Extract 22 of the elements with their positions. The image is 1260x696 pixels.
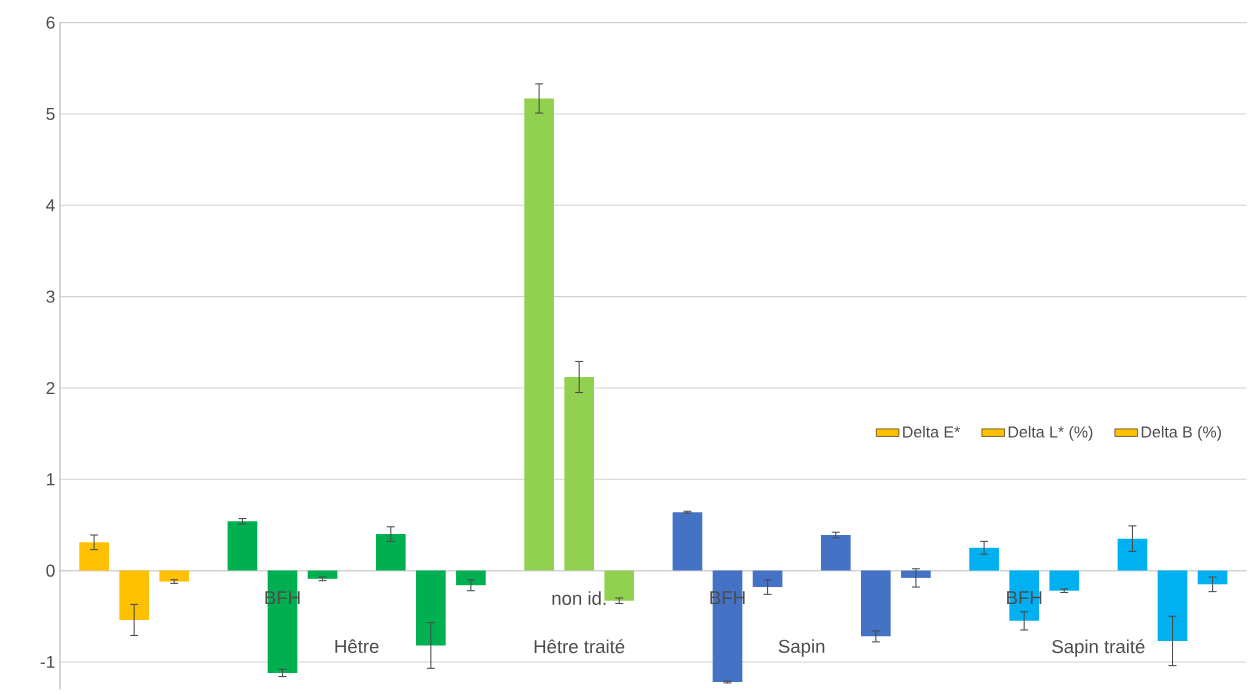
y-tick-label: -1	[40, 656, 55, 668]
bar	[524, 98, 554, 571]
y-tick-label: 4	[46, 199, 55, 212]
annotation: Sapin	[778, 639, 825, 657]
y-tick-label: 3	[46, 290, 55, 303]
legend-label: Delta L* (%)	[1008, 425, 1093, 441]
bar	[119, 570, 149, 620]
legend-label: Delta E*	[903, 425, 961, 438]
x-tick-label: non id.	[552, 591, 606, 605]
annotation: Hêtre traité	[534, 639, 625, 654]
annotation: Sapin traité	[1052, 639, 1145, 657]
bar	[79, 542, 109, 571]
y-tick-label: 1	[47, 473, 55, 486]
y-tick-label: 0	[46, 564, 55, 577]
legend-label: Delta B (%)	[1141, 425, 1221, 441]
bar	[159, 570, 190, 582]
annotation: Hêtre	[335, 639, 379, 654]
y-tick-label: 2	[46, 381, 55, 394]
y-tick-label: 5	[46, 107, 55, 121]
bar	[604, 570, 635, 601]
bar	[564, 377, 595, 571]
y-tick-label: 6	[46, 16, 55, 29]
